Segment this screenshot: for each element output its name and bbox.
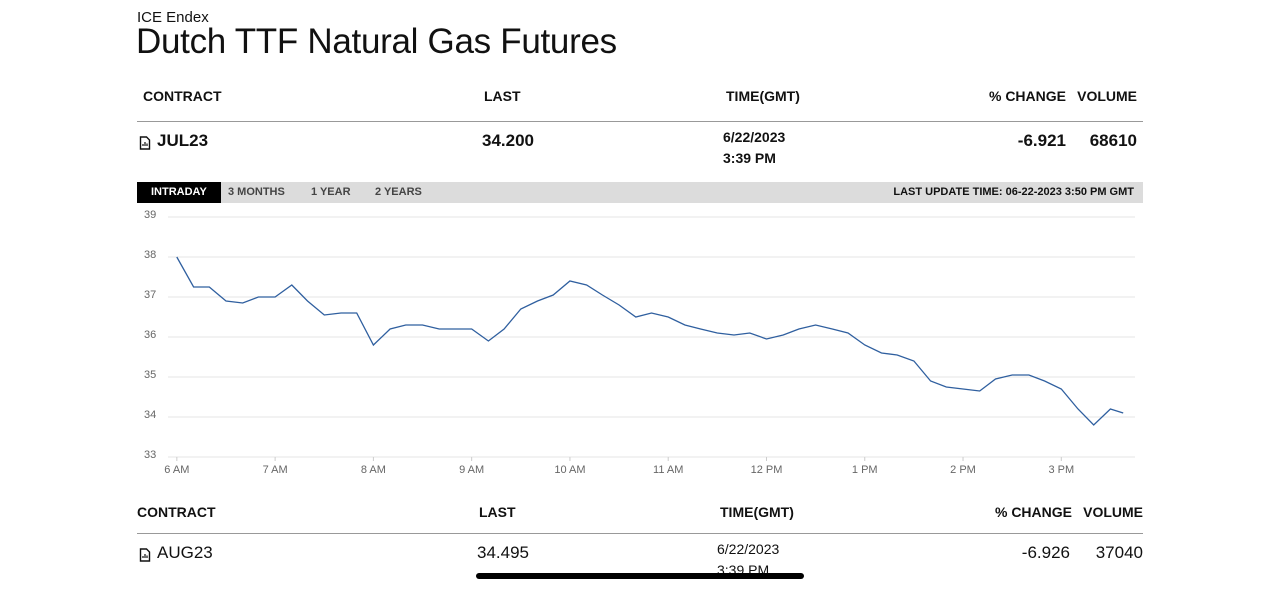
column-header: TIME(GMT) (720, 504, 794, 520)
column-header: VOLUME (1077, 88, 1137, 104)
column-header: TIME(GMT) (726, 88, 800, 104)
y-tick-label: 33 (144, 449, 156, 461)
y-tick-label: 34 (144, 409, 156, 421)
chart: 33 34 35 36 37 38 39 6 AM 7 AM 8 AM 9 AM 10 AM 11 AM… (144, 209, 1135, 476)
contract-icon (139, 136, 151, 150)
tab[interactable]: 1 YEAR (311, 186, 351, 198)
x-tick-label: 11 AM (653, 464, 683, 476)
last-update: LAST UPDATE TIME: 06-22-2023 3:50 PM GMT (893, 186, 1134, 198)
header-rule (137, 533, 1143, 534)
x-tick-label: 6 AM (164, 464, 189, 476)
y-tick-label: 36 (144, 329, 156, 341)
date: 6/22/2023 (717, 541, 780, 557)
price-line (176, 256, 1124, 426)
y-tick-label: 35 (144, 369, 156, 381)
contract: JUL23 (157, 131, 209, 150)
volume: 68610 (1089, 131, 1137, 150)
x-tick-label: 8 AM (361, 464, 386, 476)
column-header: % CHANGE (994, 504, 1072, 520)
x-tick-label: 2 PM (950, 464, 976, 476)
contract-icon (139, 548, 151, 562)
change: -6.926 (1021, 543, 1070, 562)
x-tick-label: 12 PM (751, 464, 783, 476)
time: 3:39 PM (723, 150, 776, 166)
x-tick-label: 9 AM (459, 464, 484, 476)
x-tick-label: 10 AM (554, 464, 585, 476)
volume: 37040 (1095, 543, 1143, 562)
tab[interactable]: 3 MONTHS (228, 186, 285, 198)
x-tick-label: 7 AM (263, 464, 288, 476)
column-header: LAST (479, 504, 516, 520)
page-title: Dutch TTF Natural Gas Futures (136, 22, 617, 61)
date: 6/22/2023 (723, 129, 786, 145)
change: -6.921 (1017, 131, 1066, 150)
column-header: VOLUME (1083, 504, 1143, 520)
home-indicator (476, 573, 804, 579)
column-header: % CHANGE (988, 88, 1066, 104)
column-header: CONTRACT (137, 504, 216, 520)
last: 34.200 (482, 131, 534, 150)
y-tick-label: 39 (144, 209, 156, 221)
y-tick-label: 38 (144, 249, 156, 261)
tab[interactable]: INTRADAY (137, 182, 221, 203)
last: 34.495 (477, 543, 529, 562)
tab-bar (137, 182, 1143, 203)
contract: AUG23 (157, 543, 213, 562)
column-header: CONTRACT (143, 88, 222, 104)
x-tick-label: 3 PM (1048, 464, 1074, 476)
column-header: LAST (484, 88, 521, 104)
y-tick-label: 37 (144, 289, 156, 301)
header-rule (137, 121, 1143, 122)
tab[interactable]: 2 YEARS (375, 186, 422, 198)
exchange: ICE Endex (137, 9, 209, 26)
x-tick-label: 1 PM (852, 464, 878, 476)
